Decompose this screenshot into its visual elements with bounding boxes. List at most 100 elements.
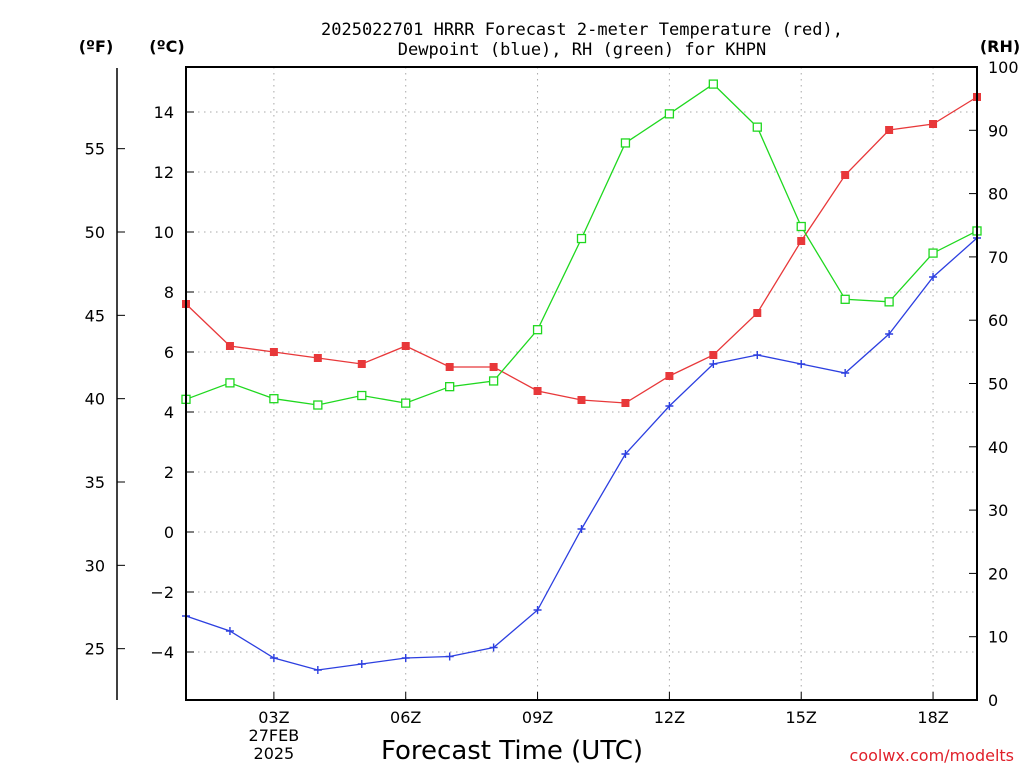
series-1-point [621, 399, 630, 407]
series-2-point [269, 654, 278, 662]
rh-tick-label: 70 [988, 248, 1008, 267]
series-3-point [532, 325, 543, 335]
series-2-point [797, 360, 806, 368]
series-1-line [185, 96, 978, 404]
series-2-point [753, 351, 762, 359]
series-2-point [533, 606, 542, 614]
series-2-point [709, 360, 718, 368]
celsius-tick-label: 0 [164, 523, 174, 542]
series-1 [182, 93, 981, 407]
series-3-point [401, 398, 411, 408]
series-2-point [357, 660, 366, 668]
rh-tick-label: 10 [988, 628, 1008, 647]
fahrenheit-tick-label: 30 [85, 556, 105, 575]
series-2-point [313, 666, 322, 674]
rh-tick-label: 20 [988, 564, 1008, 583]
series-1-point [709, 351, 718, 359]
series-1-point [841, 171, 850, 179]
series-3-point [708, 79, 718, 89]
series-3-point [752, 122, 762, 132]
time-tick-sublabel: 27FEB [249, 726, 300, 745]
series-1-point [225, 342, 234, 350]
celsius-tick-label: 10 [154, 223, 174, 242]
series-2-point [841, 369, 850, 377]
rh-tick-label: 50 [988, 375, 1008, 394]
series-1-point [577, 396, 586, 404]
time-tick-label: 15Z [786, 708, 817, 727]
series-2-point [665, 402, 674, 410]
celsius-tick-label: 2 [164, 463, 174, 482]
series-1-point [665, 372, 674, 380]
fahrenheit-tick-label: 25 [85, 640, 105, 659]
series-2-point [489, 643, 498, 652]
series-1-point [797, 237, 806, 245]
series-3-point [269, 394, 279, 404]
series-3-point [313, 400, 323, 410]
time-tick-sublabel: 2025 [254, 744, 295, 763]
series-1-point [401, 342, 410, 350]
rh-unit-label: (RH) [980, 37, 1020, 56]
series-1-point [929, 120, 938, 128]
series-1-point [885, 126, 894, 134]
series-3-point [664, 109, 675, 119]
rh-tick-label: 90 [988, 121, 1008, 140]
series-layer [181, 79, 982, 674]
series-3-point [488, 376, 499, 386]
chart-title-line-1: 2025022701 HRRR Forecast 2-meter Tempera… [321, 20, 843, 40]
series-2-point [621, 450, 630, 458]
fahrenheit-tick-label: 40 [85, 390, 105, 409]
series-3-point [576, 233, 587, 244]
series-2-point [577, 525, 586, 533]
celsius-tick-label: −2 [150, 583, 174, 602]
series-1-point [445, 363, 454, 371]
celsius-tick-label: 12 [154, 163, 174, 182]
series-2-point [885, 330, 894, 338]
celsius-unit-label: (ºC) [149, 37, 184, 56]
series-2-point [401, 654, 410, 662]
series-1-point [533, 387, 542, 395]
fahrenheit-tick-label: 50 [85, 223, 105, 242]
series-2-point [929, 273, 938, 281]
series-1-point [313, 354, 322, 362]
rh-tick-label: 0 [988, 691, 998, 710]
rh-tick-label: 80 [988, 185, 1008, 204]
time-tick-label: 12Z [654, 708, 685, 727]
fahrenheit-tick-label: 45 [85, 306, 105, 325]
chart-title-line-2: Dewpoint (blue), RH (green) for KHPN [398, 40, 766, 60]
series-3-point [445, 382, 455, 392]
series-3-point [357, 390, 367, 401]
rh-tick-label: 40 [988, 438, 1008, 457]
series-2-point [225, 627, 234, 635]
fahrenheit-tick-label: 55 [85, 140, 105, 159]
series-1-point [489, 363, 498, 371]
time-tick-label: 18Z [917, 708, 948, 727]
series-3-point [884, 297, 894, 307]
series-3-point [620, 138, 631, 148]
series-1-point [269, 348, 278, 356]
rh-tick-label: 30 [988, 501, 1008, 520]
series-3-line [185, 83, 978, 406]
series-1-point [753, 309, 762, 317]
fahrenheit-unit-label: (ºF) [79, 37, 114, 56]
celsius-tick-label: 8 [164, 283, 174, 302]
fahrenheit-tick-label: 35 [85, 473, 105, 492]
time-tick-label: 06Z [390, 708, 421, 727]
series-2-point [445, 652, 454, 661]
series-1-point [357, 360, 366, 368]
celsius-tick-label: 6 [164, 343, 174, 362]
credit-text: coolwx.com/modelts [850, 746, 1014, 765]
series-3-point [840, 294, 850, 304]
rh-tick-label: 60 [988, 311, 1008, 330]
celsius-tick-label: 14 [154, 103, 174, 122]
time-tick-label: 03Z [258, 708, 289, 727]
series-2-line [185, 237, 978, 671]
series-3-point [928, 248, 938, 258]
series-3-point [796, 221, 806, 232]
time-tick-label: 09Z [522, 708, 553, 727]
celsius-tick-label: 4 [164, 403, 174, 422]
series-3-point [225, 378, 235, 388]
x-axis-label: Forecast Time (UTC) [381, 736, 643, 766]
celsius-tick-label: −4 [150, 643, 174, 662]
